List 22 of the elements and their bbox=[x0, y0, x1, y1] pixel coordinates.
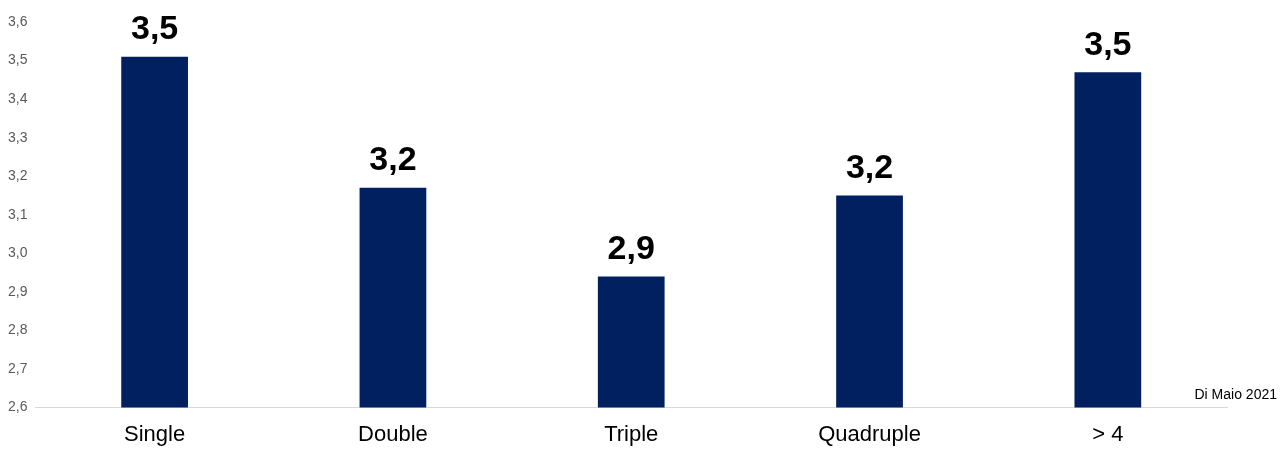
annotation: Di Maio 2021 bbox=[1194, 386, 1277, 402]
y-tick-label: 2,8 bbox=[7, 321, 28, 338]
x-tick-label: > 4 bbox=[1092, 420, 1124, 446]
x-tick-label: Double bbox=[358, 420, 428, 446]
x-tick-label: Triple bbox=[604, 420, 659, 446]
y-tick-label: 2,7 bbox=[7, 359, 28, 376]
data-label: 2,9 bbox=[607, 227, 655, 266]
data-label: 3,2 bbox=[369, 139, 417, 178]
data-label: 3,2 bbox=[845, 146, 894, 185]
y-tick-label: 3,3 bbox=[7, 128, 28, 145]
y-tick-label: 3,5 bbox=[7, 51, 28, 68]
x-tick-label: Single bbox=[124, 420, 186, 446]
y-tick-label: 2,9 bbox=[7, 282, 28, 299]
y-tick-label: 3,4 bbox=[7, 89, 28, 106]
data-label: 3,5 bbox=[130, 8, 179, 47]
y-tick-label: 3,1 bbox=[7, 205, 28, 222]
data-label: 3,5 bbox=[1084, 23, 1132, 62]
y-tick-label: 3,6 bbox=[7, 12, 28, 29]
y-tick-label: 2,6 bbox=[7, 398, 28, 415]
y-tick-label: 3,2 bbox=[7, 167, 28, 184]
y-tick-label: 3,0 bbox=[7, 244, 28, 261]
x-tick-label: Quadruple bbox=[818, 420, 921, 446]
